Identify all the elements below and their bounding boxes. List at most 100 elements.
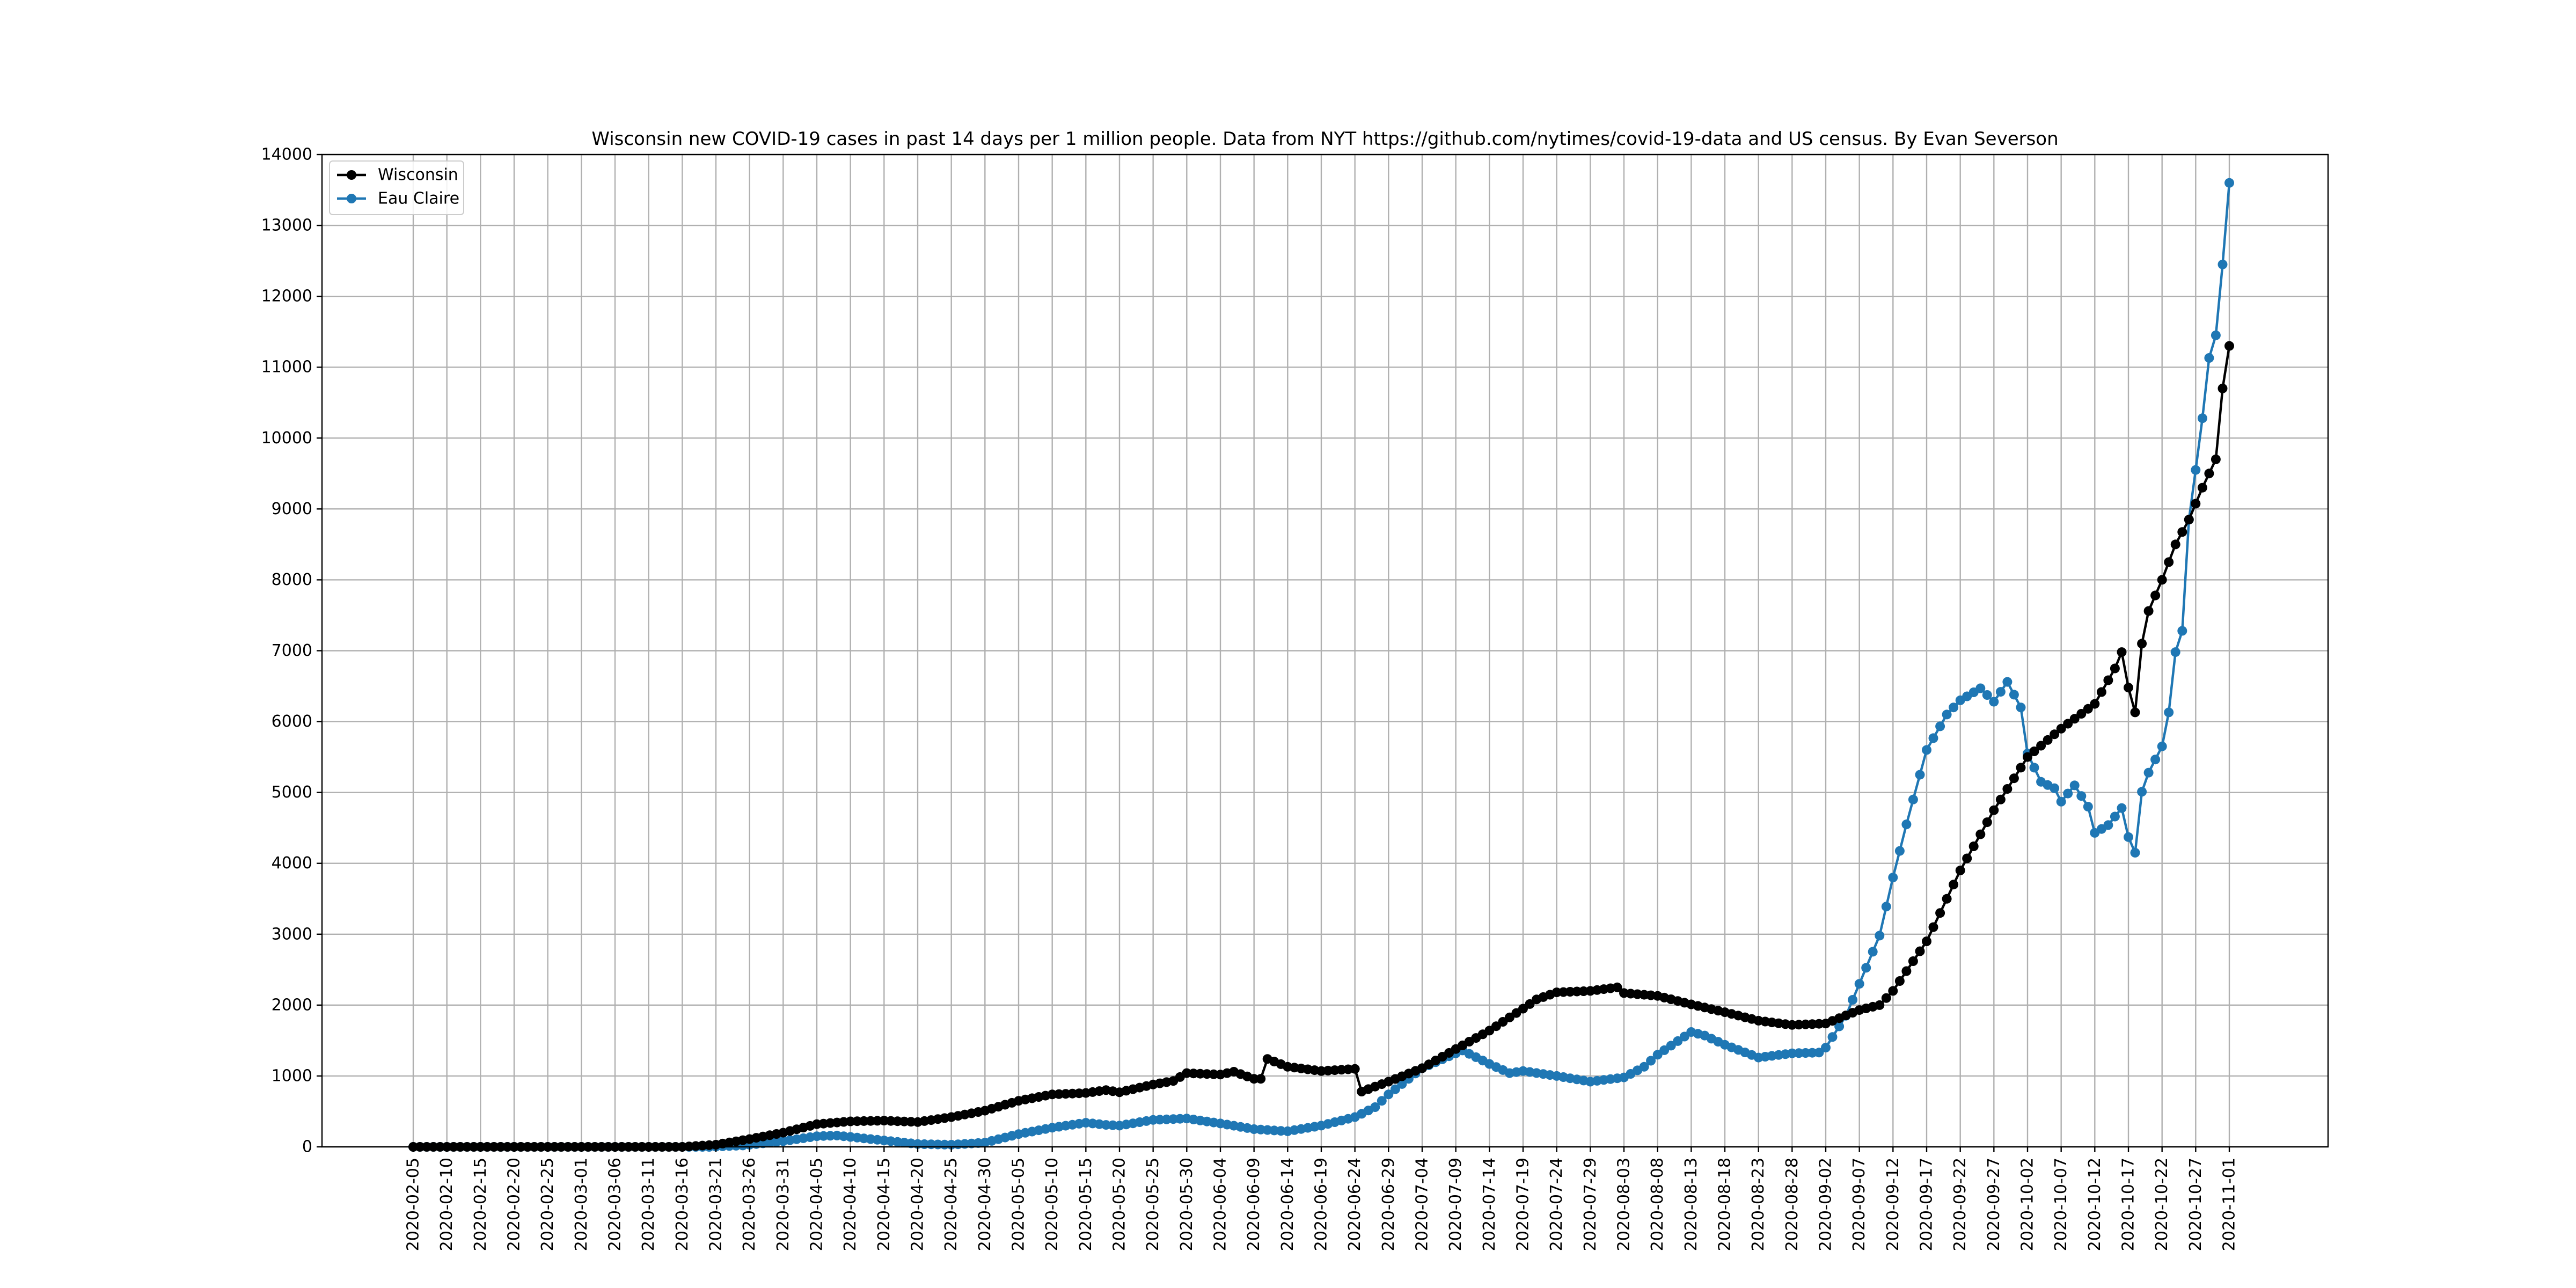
x-tick-label: 2020-09-12 (1884, 1158, 1902, 1251)
data-point-wisconsin (1975, 829, 1986, 839)
data-point-eau-claire (2191, 465, 2201, 475)
x-tick-label: 2020-02-05 (404, 1158, 423, 1251)
data-point-wisconsin (872, 1116, 882, 1126)
data-point-eau-claire (1814, 1048, 1824, 1058)
axes: 2020-02-05 2020-02-10 2020-02-15 2020-02-20… (261, 145, 2239, 1252)
data-point-wisconsin (2117, 647, 2127, 657)
legend-label-wisconsin: Wisconsin (378, 166, 458, 185)
x-tick-label: 2020-04-05 (808, 1158, 826, 1251)
x-tick-label: 2020-08-28 (1783, 1158, 1802, 1251)
data-point-eau-claire (1787, 1048, 1797, 1058)
data-point-wisconsin (2110, 663, 2120, 674)
data-point-wisconsin (2056, 723, 2066, 734)
data-point-wisconsin (1350, 1064, 1360, 1074)
x-tick-label: 2020-07-29 (1581, 1158, 1600, 1251)
data-point-wisconsin (2016, 763, 2026, 773)
data-point-wisconsin (1256, 1074, 1266, 1084)
data-point-wisconsin (1894, 976, 1905, 986)
data-point-eau-claire (1975, 683, 1986, 693)
data-point-eau-claire (2204, 353, 2214, 363)
data-point-wisconsin (2002, 784, 2012, 794)
x-tick-label: 2020-04-30 (976, 1158, 994, 1251)
x-tick-label: 2020-04-10 (841, 1158, 860, 1251)
data-point-eau-claire (2009, 690, 2019, 700)
data-point-eau-claire (2117, 803, 2127, 813)
data-point-eau-claire (2076, 791, 2087, 801)
data-point-wisconsin (852, 1116, 862, 1126)
x-tick-label: 2020-09-22 (1951, 1158, 1970, 1251)
data-point-wisconsin (2170, 539, 2180, 550)
data-point-wisconsin (2204, 469, 2214, 479)
data-point-wisconsin (866, 1116, 876, 1126)
data-point-wisconsin (1949, 880, 1959, 890)
data-point-wisconsin (859, 1116, 869, 1126)
data-point-eau-claire (1821, 1043, 1831, 1053)
data-point-wisconsin (2096, 687, 2106, 697)
y-tick-label: 10000 (261, 429, 312, 448)
x-tick-label: 2020-10-12 (2085, 1158, 2104, 1251)
data-point-eau-claire (818, 1131, 829, 1141)
legend-label-eau-claire: Eau Claire (378, 189, 459, 208)
data-point-eau-claire (1827, 1032, 1838, 1042)
data-point-wisconsin (1525, 999, 1535, 1009)
x-tick-label: 2020-10-07 (2052, 1158, 2070, 1251)
data-point-wisconsin (2036, 741, 2046, 751)
x-tick-label: 2020-07-24 (1547, 1158, 1566, 1251)
x-tick-label: 2020-06-09 (1245, 1158, 1263, 1251)
data-point-eau-claire (2170, 647, 2180, 657)
data-point-wisconsin (1962, 853, 1972, 863)
data-point-eau-claire (2211, 330, 2221, 340)
data-point-wisconsin (1935, 908, 1945, 918)
data-point-eau-claire (2016, 702, 2026, 713)
data-point-eau-claire (1881, 902, 1891, 912)
data-point-eau-claire (1390, 1084, 1400, 1094)
y-tick-label: 1000 (272, 1066, 312, 1085)
data-point-eau-claire (1868, 947, 1878, 957)
data-point-wisconsin (2191, 499, 2201, 509)
x-tick-label: 2020-03-11 (639, 1158, 658, 1251)
data-point-eau-claire (2150, 755, 2161, 765)
data-point-eau-claire (2110, 811, 2120, 822)
x-tick-label: 2020-08-18 (1716, 1158, 1735, 1251)
y-tick-label: 0 (302, 1138, 312, 1157)
data-point-wisconsin (2050, 729, 2060, 740)
y-tick-label: 14000 (261, 145, 312, 164)
y-tick-label: 11000 (261, 358, 312, 377)
y-tick-label: 9000 (272, 500, 312, 518)
data-point-eau-claire (1397, 1079, 1407, 1089)
x-tick-label: 2020-02-25 (538, 1158, 557, 1251)
data-point-eau-claire (2224, 178, 2234, 188)
x-tick-label: 2020-02-20 (505, 1158, 524, 1251)
series-wisconsin (408, 341, 2234, 1152)
data-point-wisconsin (2103, 675, 2113, 685)
x-tick-label: 2020-08-08 (1648, 1158, 1667, 1251)
data-point-wisconsin (2211, 454, 2221, 464)
x-tick-label: 2020-03-31 (774, 1158, 793, 1251)
data-point-eau-claire (1666, 1041, 1676, 1051)
x-tick-label: 2020-10-17 (2119, 1158, 2138, 1251)
x-tick-label: 2020-07-14 (1480, 1158, 1499, 1251)
data-point-wisconsin (1612, 982, 1622, 992)
data-point-eau-claire (1801, 1048, 1811, 1058)
data-point-eau-claire (1854, 979, 1864, 989)
data-point-eau-claire (2164, 707, 2174, 718)
data-point-eau-claire (2137, 787, 2147, 797)
x-tick-label: 2020-10-22 (2153, 1158, 2171, 1251)
data-point-eau-claire (1894, 846, 1905, 856)
data-point-eau-claire (2197, 413, 2207, 423)
data-point-eau-claire (1794, 1048, 1804, 1058)
data-point-eau-claire (2218, 259, 2228, 269)
data-point-wisconsin (1982, 817, 1992, 828)
data-point-eau-claire (1928, 733, 1938, 743)
x-tick-label: 2020-08-23 (1749, 1158, 1768, 1251)
data-point-wisconsin (2164, 557, 2174, 567)
data-point-wisconsin (2063, 719, 2073, 729)
data-point-wisconsin (2043, 735, 2053, 745)
x-tick-label: 2020-07-19 (1514, 1158, 1533, 1251)
x-tick-label: 2020-03-21 (707, 1158, 726, 1251)
data-point-wisconsin (2090, 699, 2100, 709)
data-point-eau-claire (2002, 677, 2012, 687)
data-point-eau-claire (1834, 1021, 1845, 1031)
data-point-eau-claire (2177, 626, 2187, 636)
data-point-wisconsin (1928, 922, 1938, 932)
